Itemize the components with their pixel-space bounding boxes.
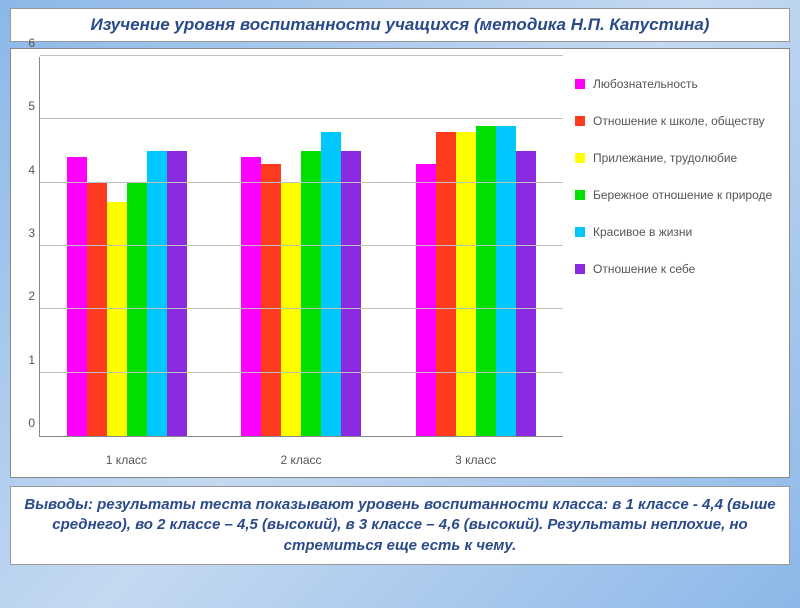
- bar: [67, 157, 87, 436]
- bar: [516, 151, 536, 436]
- bar: [167, 151, 187, 436]
- conclusion-text: Выводы: результаты теста показывают уров…: [10, 486, 790, 565]
- bar: [456, 132, 476, 436]
- y-tick-label: 5: [28, 99, 35, 113]
- bar: [241, 157, 261, 436]
- bar-group: [214, 57, 388, 436]
- chart-container: 0123456 1 класс2 класс3 класс Любознател…: [10, 48, 790, 478]
- legend-swatch: [575, 227, 585, 237]
- bar-group: [40, 57, 214, 436]
- bar: [261, 164, 281, 436]
- legend-swatch: [575, 264, 585, 274]
- bar: [436, 132, 456, 436]
- gridline: [40, 182, 563, 183]
- bar: [107, 202, 127, 436]
- legend-swatch: [575, 79, 585, 89]
- legend-item: Прилежание, трудолюбие: [575, 151, 779, 166]
- gridline: [40, 245, 563, 246]
- legend-label: Прилежание, трудолюбие: [593, 151, 737, 166]
- legend-item: Отношение к школе, обществу: [575, 114, 779, 129]
- legend-item: Бережное отношение к природе: [575, 188, 779, 203]
- bar: [301, 151, 321, 436]
- x-tick-label: 3 класс: [388, 447, 563, 477]
- y-tick-label: 4: [28, 163, 35, 177]
- bar-group: [389, 57, 563, 436]
- x-tick-label: 2 класс: [214, 447, 389, 477]
- y-tick-label: 1: [28, 353, 35, 367]
- x-axis-labels: 1 класс2 класс3 класс: [39, 447, 563, 477]
- y-tick-label: 3: [28, 226, 35, 240]
- legend-item: Красивое в жизни: [575, 225, 779, 240]
- legend-label: Отношение к себе: [593, 262, 695, 277]
- legend-item: Отношение к себе: [575, 262, 779, 277]
- bar-groups: [40, 57, 563, 436]
- x-tick-label: 1 класс: [39, 447, 214, 477]
- bar: [341, 151, 361, 436]
- bar: [416, 164, 436, 436]
- legend-label: Отношение к школе, обществу: [593, 114, 765, 129]
- legend-label: Любознательность: [593, 77, 698, 92]
- bar: [476, 126, 496, 436]
- bar: [496, 126, 516, 436]
- legend-swatch: [575, 116, 585, 126]
- legend-item: Любознательность: [575, 77, 779, 92]
- y-tick-label: 0: [28, 416, 35, 430]
- bar: [321, 132, 341, 436]
- y-tick-label: 6: [28, 36, 35, 50]
- plot-area: 0123456 1 класс2 класс3 класс: [17, 57, 563, 477]
- gridline: [40, 308, 563, 309]
- legend: Любознательность Отношение к школе, общес…: [563, 57, 783, 477]
- legend-label: Красивое в жизни: [593, 225, 692, 240]
- gridline: [40, 118, 563, 119]
- chart-grid: [39, 57, 563, 437]
- bar: [147, 151, 167, 436]
- y-axis: 0123456: [17, 57, 39, 437]
- legend-label: Бережное отношение к природе: [593, 188, 772, 203]
- page-title: Изучение уровня воспитанности учащихся (…: [10, 8, 790, 42]
- legend-swatch: [575, 190, 585, 200]
- gridline: [40, 55, 563, 56]
- legend-swatch: [575, 153, 585, 163]
- gridline: [40, 372, 563, 373]
- y-tick-label: 2: [28, 289, 35, 303]
